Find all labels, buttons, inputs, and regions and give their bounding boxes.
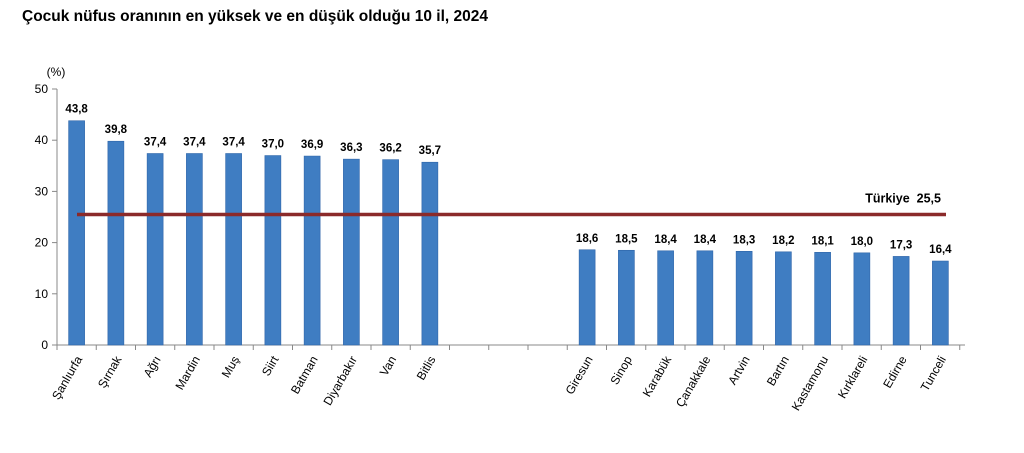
data-label: 37,4 bbox=[144, 137, 167, 149]
x-tick-label: Artvin bbox=[725, 354, 752, 388]
x-tick-label: Tunceli bbox=[918, 354, 949, 394]
y-tick-label: 10 bbox=[35, 287, 49, 301]
bar bbox=[853, 252, 871, 346]
x-tick-label: Edirne bbox=[880, 353, 910, 390]
bar bbox=[146, 153, 164, 346]
x-tick-label: Karabük bbox=[640, 353, 675, 400]
bar bbox=[735, 251, 753, 346]
data-label: 18,0 bbox=[851, 236, 873, 248]
bar bbox=[225, 153, 242, 346]
data-label: 17,3 bbox=[890, 239, 912, 251]
bar bbox=[932, 260, 949, 346]
y-axis-unit-label: (%) bbox=[47, 65, 66, 79]
x-tick-label: Batman bbox=[288, 354, 321, 397]
data-label: 39,8 bbox=[105, 124, 128, 136]
data-label: 18,3 bbox=[733, 234, 755, 246]
bar bbox=[696, 250, 714, 346]
bars-layer bbox=[68, 120, 949, 346]
x-tick-label: Van bbox=[377, 354, 399, 379]
bar bbox=[107, 140, 125, 346]
reference-line-value: 25,5 bbox=[917, 191, 941, 205]
bar bbox=[264, 155, 282, 346]
bar bbox=[892, 256, 910, 346]
data-label: 43,8 bbox=[65, 104, 88, 116]
reference-line-name: Türkiye bbox=[865, 191, 910, 205]
bar bbox=[382, 159, 399, 346]
data-label: 18,1 bbox=[811, 235, 834, 247]
data-label: 36,2 bbox=[379, 143, 401, 155]
x-tick-label: Sinop bbox=[607, 353, 635, 387]
bar bbox=[68, 120, 85, 346]
data-label: 16,4 bbox=[929, 244, 952, 256]
reference-line-label: Türkiye 25,5 bbox=[865, 191, 941, 205]
x-tick-label: Bitlis bbox=[414, 354, 439, 383]
reference-line-layer: Türkiye 25,5 bbox=[77, 191, 946, 217]
chart-axes: 0 10 20 30 40 50 (%) bbox=[35, 65, 965, 352]
bar bbox=[657, 250, 674, 346]
data-label: 18,6 bbox=[576, 233, 598, 245]
x-tick-label: Diyarbakır bbox=[321, 354, 360, 408]
data-label: 18,4 bbox=[654, 234, 677, 246]
x-tick-label: Siirt bbox=[259, 353, 282, 378]
y-tick-label: 20 bbox=[35, 236, 49, 250]
bar bbox=[421, 161, 439, 346]
bar bbox=[186, 153, 203, 346]
data-label: 36,3 bbox=[340, 142, 362, 154]
bar bbox=[578, 249, 596, 346]
data-label: 36,9 bbox=[301, 139, 323, 151]
x-tick-label: Bartın bbox=[764, 354, 792, 389]
x-tick-label: Giresun bbox=[563, 354, 596, 397]
data-label: 37,4 bbox=[183, 137, 206, 149]
data-label: 18,2 bbox=[772, 235, 794, 247]
bar bbox=[814, 252, 831, 346]
data-label: 18,4 bbox=[694, 234, 717, 246]
chart-title: Çocuk nüfus oranının en yüksek ve en düş… bbox=[22, 8, 488, 25]
x-tick-label: Çanakkale bbox=[673, 353, 714, 409]
x-tick-label: Muş bbox=[219, 354, 242, 381]
x-tick-label: Kırklareli bbox=[835, 354, 870, 401]
y-tick-label: 0 bbox=[41, 338, 48, 352]
data-label: 37,4 bbox=[222, 137, 245, 149]
x-tick-label: Şanlıurfa bbox=[49, 353, 85, 402]
x-tick-label: Kastamonu bbox=[789, 354, 831, 414]
bar bbox=[303, 155, 321, 346]
data-label: 18,5 bbox=[615, 233, 638, 245]
x-tick-label: Ağrı bbox=[141, 354, 164, 380]
bar bbox=[775, 251, 792, 346]
data-label: 37,0 bbox=[262, 139, 284, 151]
y-tick-label: 40 bbox=[35, 133, 49, 147]
x-tick-label: Mardin bbox=[173, 354, 203, 393]
x-tick-label: Şırnak bbox=[95, 353, 125, 391]
bar bbox=[343, 158, 360, 346]
y-tick-label: 30 bbox=[35, 184, 49, 198]
bar bbox=[618, 249, 635, 346]
y-tick-label: 50 bbox=[35, 82, 49, 96]
data-label: 35,7 bbox=[419, 145, 441, 157]
